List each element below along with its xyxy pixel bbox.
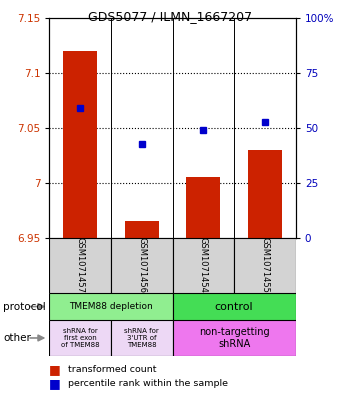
Text: non-targetting
shRNA: non-targetting shRNA <box>199 327 270 349</box>
Text: ■: ■ <box>49 363 61 376</box>
Bar <box>49 293 173 320</box>
Bar <box>49 320 111 356</box>
Text: shRNA for
first exon
of TMEM88: shRNA for first exon of TMEM88 <box>61 328 99 348</box>
Text: ■: ■ <box>49 376 61 390</box>
Bar <box>173 238 234 293</box>
Bar <box>49 238 111 293</box>
Text: TMEM88 depletion: TMEM88 depletion <box>69 302 153 311</box>
Bar <box>234 238 296 293</box>
Bar <box>63 51 97 238</box>
Text: transformed count: transformed count <box>68 365 156 374</box>
Bar <box>173 293 296 320</box>
Text: shRNA for
3'UTR of
TMEM88: shRNA for 3'UTR of TMEM88 <box>124 328 159 348</box>
Text: GDS5077 / ILMN_1667207: GDS5077 / ILMN_1667207 <box>88 10 252 23</box>
Bar <box>111 320 173 356</box>
Bar <box>248 150 282 238</box>
Bar <box>186 177 220 238</box>
Text: percentile rank within the sample: percentile rank within the sample <box>68 379 228 387</box>
Text: GSM1071455: GSM1071455 <box>260 237 270 293</box>
Bar <box>125 221 159 238</box>
Bar <box>111 238 173 293</box>
Bar <box>173 320 296 356</box>
Text: control: control <box>215 301 254 312</box>
Text: other: other <box>3 333 31 343</box>
Text: GSM1071454: GSM1071454 <box>199 237 208 293</box>
Text: GSM1071457: GSM1071457 <box>75 237 85 293</box>
Text: GSM1071456: GSM1071456 <box>137 237 146 293</box>
Text: protocol: protocol <box>3 301 46 312</box>
